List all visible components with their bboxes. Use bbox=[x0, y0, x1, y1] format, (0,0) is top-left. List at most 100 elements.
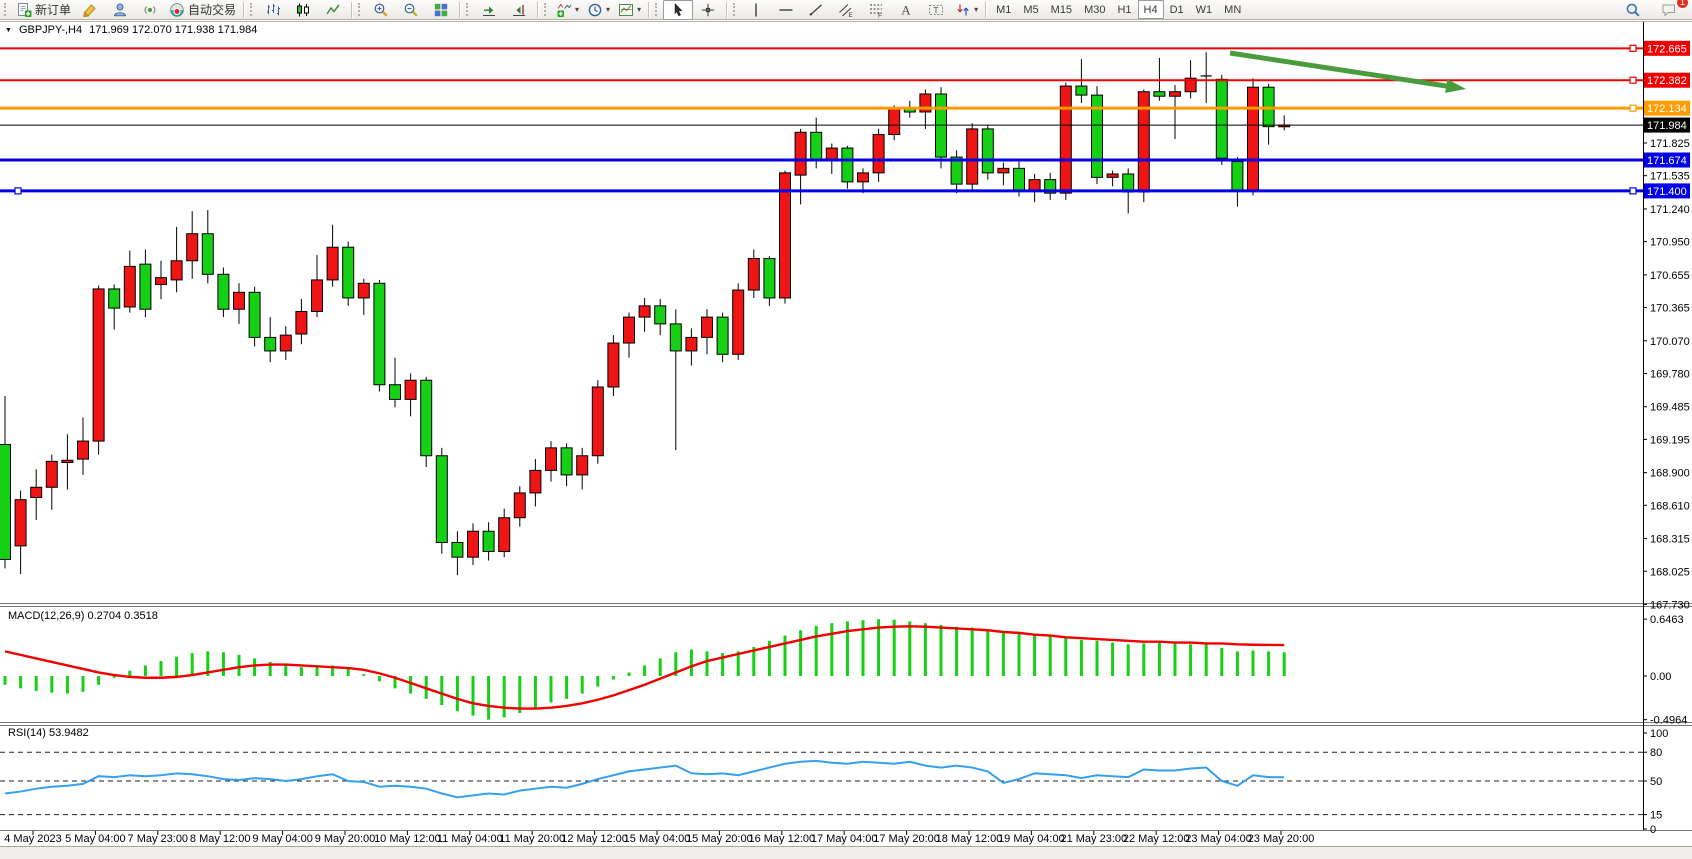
text-label-button[interactable]: T bbox=[921, 0, 951, 20]
channel-icon: E bbox=[838, 2, 854, 18]
macd-histogram-bar bbox=[892, 619, 896, 676]
macd-histogram-bar bbox=[487, 676, 491, 720]
price-badge-label: 171.984 bbox=[1647, 120, 1687, 132]
zoom-in-button[interactable] bbox=[366, 0, 396, 20]
timeframe-button-W1[interactable]: W1 bbox=[1195, 3, 1213, 16]
candle-body bbox=[1247, 86, 1259, 192]
line-handle[interactable] bbox=[1629, 44, 1637, 52]
collapse-triangle-icon[interactable]: ▼ bbox=[5, 26, 12, 34]
candle-body bbox=[279, 334, 292, 352]
highlighter-button[interactable] bbox=[75, 0, 105, 20]
tile-windows-button[interactable] bbox=[426, 0, 456, 20]
macd-histogram-bar bbox=[1064, 638, 1068, 676]
line-chart-button[interactable] bbox=[318, 0, 348, 20]
macd-histogram-bar bbox=[112, 676, 116, 678]
autotrading-button[interactable]: 自动交易 bbox=[165, 0, 240, 20]
timeframe-button-M5[interactable]: M5 bbox=[1023, 3, 1039, 16]
dropdown-caret-icon[interactable]: ▾ bbox=[637, 4, 642, 14]
template-button[interactable]: ▾ bbox=[614, 0, 645, 20]
price-tick-label: 168.610 bbox=[1650, 500, 1690, 512]
fibonacci-button[interactable]: F bbox=[861, 0, 891, 20]
line-handle[interactable] bbox=[1629, 104, 1637, 112]
notifications-button[interactable]: 1 bbox=[1654, 0, 1688, 20]
vertical-line-button[interactable] bbox=[741, 0, 771, 20]
chart-shift-button[interactable] bbox=[504, 0, 534, 20]
timeframe-button-H1[interactable]: H1 bbox=[1117, 3, 1132, 16]
chart-ohlc-readout: 171.969 172.070 171.938 171.984 bbox=[89, 24, 258, 36]
arrows-button[interactable]: ▾ bbox=[951, 0, 982, 20]
timeframe-button-H4[interactable]: H4 bbox=[1137, 0, 1164, 19]
periods-button[interactable]: ▾ bbox=[583, 0, 614, 20]
time-axis-label: 12 May 12:00 bbox=[561, 833, 628, 845]
new-order-button[interactable]: 新订单 bbox=[12, 0, 75, 20]
toolbar-group-handle[interactable] bbox=[733, 3, 737, 16]
macd-histogram-bar bbox=[1079, 639, 1083, 676]
timeframe-button-M30[interactable]: M30 bbox=[1084, 3, 1106, 16]
crosshair-button[interactable] bbox=[693, 0, 723, 20]
indicators-button[interactable]: ▾ bbox=[552, 0, 583, 20]
auto-scroll-button[interactable] bbox=[474, 0, 504, 20]
candle-body bbox=[654, 305, 667, 325]
macd-histogram-bar bbox=[268, 661, 272, 676]
macd-histogram-bar bbox=[237, 654, 241, 676]
macd-histogram-bar bbox=[1282, 652, 1286, 676]
timeframe-button-MN[interactable]: MN bbox=[1224, 3, 1242, 16]
candlestick-chart-button[interactable] bbox=[288, 0, 318, 20]
text-button[interactable]: A bbox=[891, 0, 921, 20]
price-badge-label: 171.674 bbox=[1647, 155, 1687, 167]
macd-histogram-bar bbox=[159, 661, 163, 676]
macd-histogram-bar bbox=[409, 676, 413, 694]
candle-body bbox=[467, 530, 479, 558]
toolbar-group-handle[interactable] bbox=[358, 3, 362, 16]
line-handle[interactable] bbox=[1629, 76, 1637, 84]
chart-symbol-period: GBPJPY-,H4 bbox=[18, 24, 83, 36]
vertical-line-icon bbox=[748, 2, 764, 18]
toolbar-group-handle[interactable] bbox=[466, 3, 470, 16]
macd-histogram-bar bbox=[627, 672, 631, 676]
horizontal-line-button[interactable] bbox=[771, 0, 801, 20]
line-handle[interactable] bbox=[1629, 187, 1637, 195]
candle-body bbox=[716, 316, 729, 355]
search-button[interactable] bbox=[1618, 0, 1648, 20]
time-axis-label: 9 May 20:00 bbox=[315, 833, 376, 845]
broadcast-button[interactable] bbox=[135, 0, 165, 20]
macd-histogram-bar bbox=[50, 676, 54, 693]
profile-button[interactable] bbox=[105, 0, 135, 20]
zoom-out-button[interactable] bbox=[396, 0, 426, 20]
timeframe-button-M15[interactable]: M15 bbox=[1050, 3, 1073, 16]
timeframe-button-M1[interactable]: M1 bbox=[996, 3, 1012, 16]
macd-histogram-bar bbox=[190, 653, 194, 676]
candle-body bbox=[1075, 85, 1088, 96]
trend-arrow-line[interactable] bbox=[1229, 50, 1447, 89]
macd-histogram-bar bbox=[253, 658, 257, 676]
candle-body bbox=[623, 316, 635, 344]
toolbar-group-handle[interactable] bbox=[4, 3, 8, 16]
fibonacci-icon: F bbox=[868, 2, 884, 18]
timeframe-button-D1[interactable]: D1 bbox=[1169, 3, 1184, 16]
candle-body bbox=[669, 323, 682, 352]
channel-button[interactable]: E bbox=[831, 0, 861, 20]
line-handle[interactable] bbox=[14, 187, 22, 195]
macd-histogram-bar bbox=[1235, 651, 1239, 676]
trendline-button[interactable] bbox=[801, 0, 831, 20]
dropdown-caret-icon[interactable]: ▾ bbox=[606, 4, 611, 14]
toolbar-group-handle[interactable] bbox=[250, 3, 254, 16]
price-tick-label: 170.070 bbox=[1650, 336, 1690, 348]
trend-arrow-head[interactable] bbox=[1445, 79, 1466, 93]
macd-histogram-bar bbox=[471, 676, 475, 716]
macd-histogram-bar bbox=[315, 667, 319, 676]
macd-histogram-bar bbox=[1157, 642, 1161, 676]
periods-icon bbox=[587, 2, 603, 18]
macd-histogram-bar bbox=[143, 665, 147, 676]
cursor-button[interactable] bbox=[663, 0, 694, 20]
toolbar-group-handle[interactable] bbox=[544, 3, 548, 16]
dropdown-caret-icon[interactable]: ▾ bbox=[575, 4, 580, 14]
candle-body bbox=[139, 263, 152, 310]
dropdown-caret-icon[interactable]: ▾ bbox=[974, 4, 979, 14]
new-order-icon bbox=[16, 2, 32, 18]
bar-chart-button[interactable] bbox=[258, 0, 288, 20]
toolbar-group-handle[interactable] bbox=[655, 3, 659, 16]
price-tick-label: 168.315 bbox=[1650, 534, 1690, 546]
toolbar-separator bbox=[537, 1, 540, 18]
